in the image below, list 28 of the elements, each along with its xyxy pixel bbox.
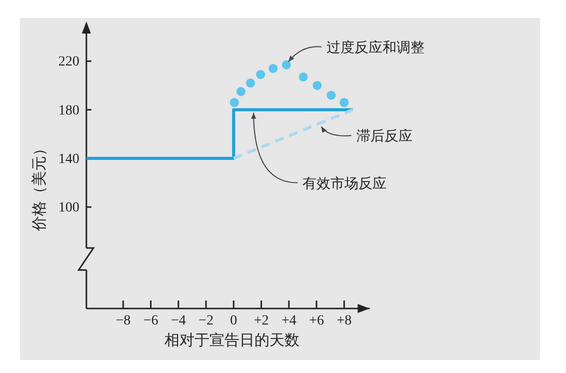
- y-tick-label: 180: [58, 103, 80, 118]
- x-tick-label: +8: [336, 313, 352, 328]
- y-tick-label: 140: [58, 152, 80, 167]
- point: [340, 98, 349, 108]
- x-tick-label: −2: [198, 313, 214, 328]
- x-tick-label: −8: [116, 313, 131, 328]
- y-tick-label: 220: [58, 54, 80, 70]
- x-tick-label: −4: [170, 313, 186, 328]
- x-tick-label: +4: [281, 313, 296, 328]
- annotation: 有效市场反应: [302, 176, 387, 192]
- point: [312, 80, 322, 90]
- annotation: 滞后反应: [356, 128, 412, 145]
- point: [326, 90, 336, 100]
- annotation: 过度反应和调整: [326, 40, 424, 56]
- point: [298, 72, 308, 82]
- point: [282, 60, 291, 70]
- x-tick-label: +2: [254, 313, 269, 328]
- x-tick-label: 0: [230, 313, 238, 328]
- x-axis-title: 相对于宣告日的天数: [164, 332, 300, 349]
- x-tick-label: −6: [143, 313, 158, 328]
- x-tick-label: +6: [309, 313, 324, 328]
- point: [268, 64, 278, 73]
- point: [236, 87, 246, 96]
- point: [246, 78, 256, 88]
- point: [230, 98, 239, 108]
- y-tick-label: 100: [58, 200, 80, 216]
- y-axis-title: 价格（美元）: [31, 141, 48, 232]
- point: [256, 70, 266, 80]
